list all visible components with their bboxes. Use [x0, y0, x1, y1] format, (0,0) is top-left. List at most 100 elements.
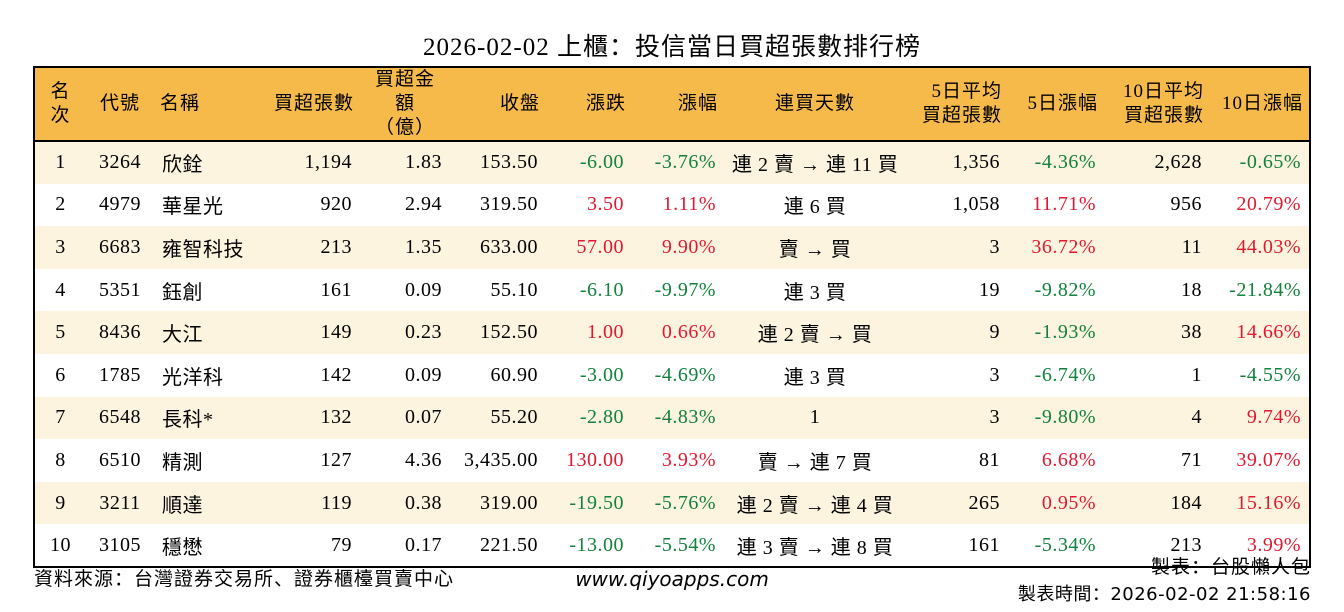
cell-net_buy_lots: 161 — [320, 278, 352, 301]
cell-name: 欣銓 — [162, 154, 203, 177]
cell-pct5: -6.74% — [1034, 363, 1096, 386]
cell-change: -19.50 — [569, 491, 624, 514]
cell-streak: 1 — [809, 406, 821, 429]
cell-name: 穩懋 — [162, 536, 203, 559]
cell-avg5_net_buy: 1,058 — [952, 193, 1000, 216]
cell-rank: 1 — [55, 151, 66, 174]
cell-change: 1.00 — [587, 321, 624, 344]
cell-avg5_net_buy: 3 — [989, 235, 1000, 258]
cell-code: 1785 — [99, 363, 141, 386]
cell-close: 319.00 — [480, 491, 538, 514]
cell-net_buy_lots: 1,194 — [304, 151, 352, 174]
cell-streak: 連 3 賣 → 連 8 買 — [736, 536, 894, 559]
credits-block: 製表：台股懶人包 製表時間：2026-02-02 21:58:16 — [1018, 554, 1311, 608]
cell-rank: 5 — [55, 321, 66, 344]
table-row: 1 3264 欣銓 1,194 1.83 153.50 -6.00 -3.76% 連 2 賣 →… — [34, 141, 1310, 184]
cell-change_pct: -9.97% — [654, 278, 716, 301]
cell-net_buy_lots: 132 — [320, 406, 352, 429]
cell-change: -2.80 — [579, 406, 624, 429]
cell-rank: 2 — [55, 193, 66, 216]
cell-avg5_net_buy: 161 — [968, 533, 1000, 556]
table-row: 7 6548 長科* 132 0.07 55.20 -2.80 -4.83% 1 3 -9.80% 4… — [34, 396, 1310, 440]
cell-net_buy_amount: 2.94 — [405, 193, 442, 216]
cell-streak: 連 2 賣 → 買 — [757, 324, 873, 347]
cell-net_buy_lots: 79 — [331, 533, 352, 556]
cell-change: -13.00 — [569, 533, 624, 556]
table-row: 10 3105 穩懋 79 0.17 221.50 -13.00 -5.54% 連 3 賣 → … — [34, 524, 1310, 567]
cell-rank: 9 — [55, 491, 66, 514]
cell-rank: 4 — [55, 278, 66, 301]
made-at-timestamp: 製表時間：2026-02-02 21:58:16 — [1017, 584, 1311, 605]
cell-avg10_net_buy: 38 — [1181, 321, 1202, 344]
cell-avg10_net_buy: 2,628 — [1154, 151, 1202, 174]
cell-avg10_net_buy: 184 — [1170, 491, 1202, 514]
cell-avg10_net_buy: 4 — [1191, 406, 1202, 429]
cell-change_pct: -4.83% — [654, 406, 716, 429]
cell-streak: 賣 → 買 — [778, 238, 852, 261]
cell-pct5: -5.34% — [1034, 533, 1096, 556]
cell-avg5_net_buy: 1,356 — [952, 151, 1000, 174]
cell-code: 3105 — [99, 533, 141, 556]
ranking-table: 名次 代號 名稱 買超張數 買超金額 （億） 收盤 漲跌 漲幅 連買天數 5日平均 買超張數 5日漲… — [33, 66, 1311, 568]
cell-code: 4979 — [99, 193, 141, 216]
cell-avg5_net_buy: 19 — [979, 278, 1000, 301]
cell-avg10_net_buy: 11 — [1181, 235, 1202, 258]
cell-net_buy_amount: 1.35 — [405, 235, 442, 258]
cell-net_buy_amount: 0.17 — [405, 533, 442, 556]
cell-change: 130.00 — [566, 448, 624, 471]
cell-pct10: 3.99% — [1246, 533, 1301, 556]
cell-rank: 3 — [55, 235, 66, 258]
cell-net_buy_lots: 142 — [320, 363, 352, 386]
header-row: 名次 代號 名稱 買超張數 買超金額 （億） 收盤 漲跌 漲幅 連買天數 5日平均 買超張數 5日漲… — [34, 67, 1310, 142]
col-header-rank: 名次 — [34, 67, 86, 142]
table-row: 8 6510 精測 127 4.36 3,435.00 130.00 3.93% 賣 → 連 7… — [34, 439, 1310, 482]
cell-streak: 賣 → 連 7 買 — [757, 451, 873, 474]
col-header-net_buy_amount: 買超金額 （億） — [360, 67, 450, 142]
cell-net_buy_lots: 149 — [320, 321, 352, 344]
cell-name: 華星光 — [162, 196, 224, 219]
cell-name: 精測 — [162, 451, 203, 474]
cell-net_buy_amount: 0.23 — [405, 321, 442, 344]
cell-pct10: -0.65% — [1239, 151, 1301, 174]
cell-close: 55.10 — [490, 278, 538, 301]
cell-name: 順達 — [162, 494, 203, 517]
col-header-pct5: 5日漲幅 — [1008, 67, 1104, 142]
cell-close: 55.20 — [490, 406, 538, 429]
cell-rank: 7 — [55, 406, 66, 429]
cell-pct10: 14.66% — [1236, 321, 1301, 344]
cell-net_buy_lots: 119 — [321, 491, 352, 514]
cell-avg10_net_buy: 18 — [1181, 278, 1202, 301]
col-header-pct10: 10日漲幅 — [1210, 67, 1310, 142]
cell-name: 光洋科 — [162, 366, 224, 389]
cell-pct5: 36.72% — [1031, 235, 1096, 258]
col-header-change_pct: 漲幅 — [632, 67, 724, 142]
cell-change_pct: -5.76% — [654, 491, 716, 514]
cell-name: 鈺創 — [162, 281, 203, 304]
website-url: www.qiyoapps.com — [575, 567, 769, 591]
cell-close: 60.90 — [490, 363, 538, 386]
cell-avg10_net_buy: 213 — [1170, 533, 1202, 556]
cell-avg5_net_buy: 265 — [968, 491, 1000, 514]
cell-streak: 連 2 賣 → 連 4 買 — [736, 494, 894, 517]
cell-change_pct: -3.76% — [654, 151, 716, 174]
cell-net_buy_amount: 1.83 — [405, 151, 442, 174]
col-header-name: 名稱 — [154, 67, 260, 142]
table-body: 1 3264 欣銓 1,194 1.83 153.50 -6.00 -3.76% 連 2 賣 →… — [34, 141, 1310, 567]
cell-code: 6683 — [99, 235, 141, 258]
cell-pct5: -1.93% — [1034, 321, 1096, 344]
table-row: 3 6683 雍智科技 213 1.35 633.00 57.00 9.90% 賣 → 買 3 36… — [34, 226, 1310, 269]
cell-change_pct: 0.66% — [661, 321, 716, 344]
cell-close: 319.50 — [480, 193, 538, 216]
table-row: 2 4979 華星光 920 2.94 319.50 3.50 1.11% 連 6 買 1,058… — [34, 183, 1310, 227]
made-by-label: 製表：台股懶人包 — [1150, 557, 1311, 578]
cell-pct10: -4.55% — [1239, 363, 1301, 386]
col-header-avg10_net_buy: 10日平均 買超張數 — [1104, 67, 1210, 142]
col-header-avg5_net_buy: 5日平均 買超張數 — [906, 67, 1008, 142]
cell-change_pct: 3.93% — [661, 448, 716, 471]
col-header-code: 代號 — [86, 67, 154, 142]
cell-pct10: 9.74% — [1246, 406, 1301, 429]
cell-streak: 連 2 賣 → 連 11 買 — [732, 154, 899, 177]
cell-code: 8436 — [99, 321, 141, 344]
cell-pct10: 15.16% — [1236, 491, 1301, 514]
